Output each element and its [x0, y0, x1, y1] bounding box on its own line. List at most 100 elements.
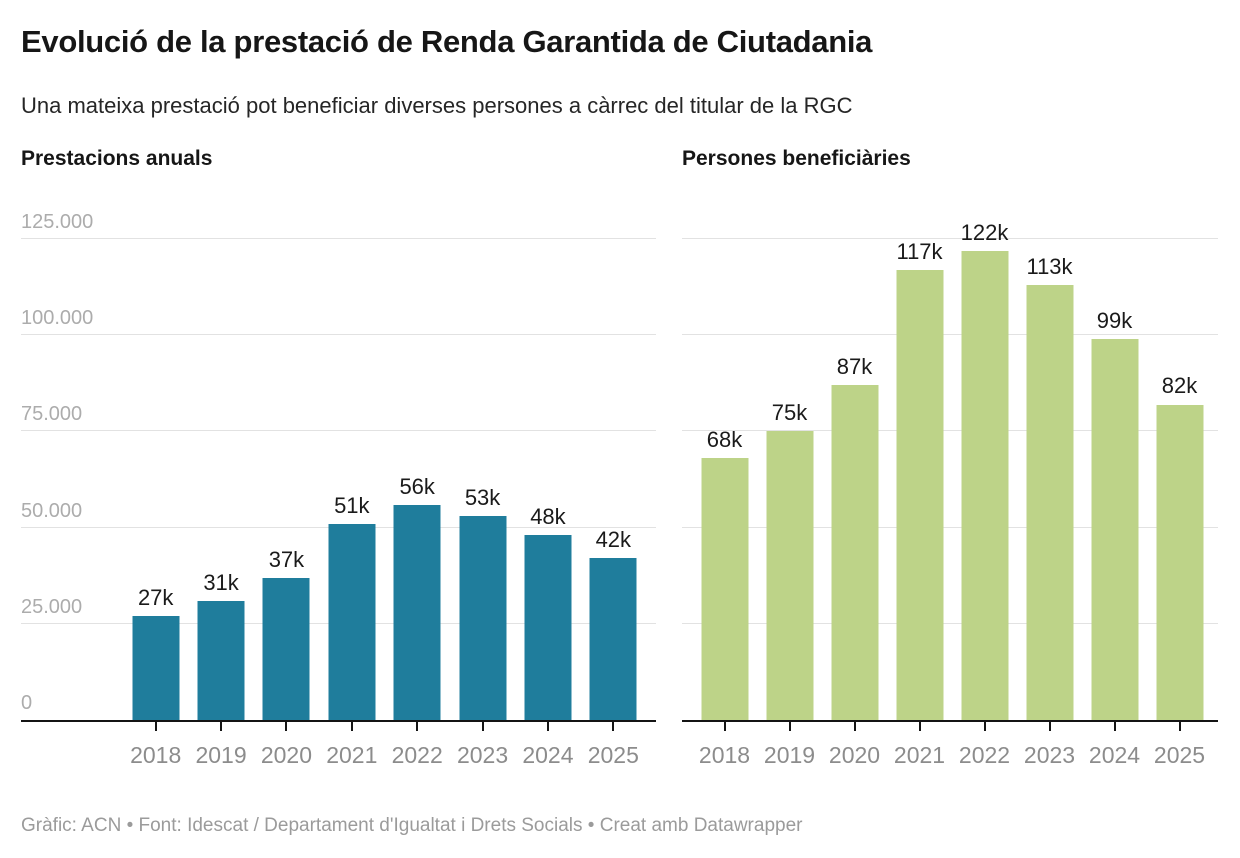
plot-area-right: 68k 75k 87k 117k 122k 113k 99k 82k — [682, 189, 1218, 722]
x-tick — [220, 722, 223, 731]
bar-value-label: 87k — [836, 354, 873, 380]
bar-value-label: 82k — [1161, 373, 1198, 399]
bar-slot: 53k — [450, 189, 515, 720]
x-tick — [416, 722, 419, 731]
bar — [766, 431, 813, 720]
bar — [262, 577, 310, 720]
x-tick — [1113, 722, 1116, 731]
bar-slot: 87k — [822, 189, 887, 720]
bar-value-label: 27k — [137, 585, 174, 611]
bar-slot: 37k — [254, 189, 319, 720]
bars-group: 27k 31k 37k 51k 56k 53k 48k 42k — [123, 189, 646, 720]
x-tick — [285, 722, 288, 731]
bar — [393, 504, 441, 720]
gridline — [682, 238, 1218, 239]
bar — [197, 600, 245, 720]
chart-heading-left: Prestacions anuals — [21, 147, 213, 170]
x-tick-label: 2024 — [515, 722, 580, 768]
bar — [524, 535, 572, 720]
bar-slot: 75k — [757, 189, 822, 720]
chart-persones-beneficiaries: Persones beneficiàries 68k 75k 87k 117k 122k… — [682, 146, 1218, 768]
chart-prestacions-anuals: Prestacions anuals 125.000 100.000 75.000 5… — [21, 146, 656, 768]
x-tick-label: 2025 — [1147, 722, 1212, 768]
x-tick — [983, 722, 986, 731]
bar-value-label: 31k — [203, 569, 239, 595]
bar — [328, 523, 376, 720]
bar — [132, 616, 180, 720]
bar — [1091, 339, 1138, 720]
bar-slot: 51k — [319, 189, 384, 720]
x-tick — [853, 722, 856, 731]
x-tick-label: 2019 — [757, 722, 822, 768]
bar — [831, 385, 878, 720]
x-tick-label: 2021 — [887, 722, 952, 768]
bar-value-label: 51k — [334, 492, 370, 518]
chart-heading-right: Persones beneficiàries — [682, 147, 911, 170]
x-tick-label: 2018 — [123, 722, 188, 768]
gridline — [21, 430, 656, 432]
ytick-label: 50.000 — [21, 499, 83, 522]
x-tick-label: 2022 — [952, 722, 1017, 768]
x-tick-label: 2024 — [1082, 722, 1147, 768]
bar-value-label: 113k — [1026, 254, 1073, 280]
bar-slot: 56k — [385, 189, 450, 720]
x-tick — [350, 722, 353, 731]
x-tick-label: 2018 — [692, 722, 757, 768]
x-tick-label: 2021 — [319, 722, 384, 768]
bar-slot: 48k — [515, 189, 580, 720]
bar-slot: 122k — [952, 189, 1017, 720]
ytick-label: 0 — [21, 692, 33, 714]
bar-value-label: 56k — [399, 473, 435, 499]
x-axis-left: 2018 2019 2020 2021 2022 2023 2024 2025 — [123, 722, 646, 768]
x-tick-label: 2020 — [822, 722, 887, 768]
bar — [459, 516, 507, 720]
bar-value-label: 99k — [1096, 308, 1133, 334]
bar-slot: 68k — [692, 189, 757, 720]
bar-value-label: 48k — [530, 504, 566, 530]
charts-row: Prestacions anuals 125.000 100.000 75.000 5… — [21, 146, 1218, 768]
x-tick-label: 2025 — [581, 722, 646, 768]
bar — [701, 458, 748, 720]
bar-value-label: 42k — [595, 527, 632, 553]
bar-slot: 117k — [887, 189, 952, 720]
attribution-text: Gràfic: ACN • Font: Idescat / Departamen… — [21, 815, 803, 836]
ytick-label: 75.000 — [21, 403, 83, 426]
gridline — [682, 622, 1218, 624]
bar-slot: 113k — [1017, 189, 1082, 720]
x-axis-right: 2018 2019 2020 2021 2022 2023 2024 2025 — [692, 722, 1212, 768]
x-tick-label: 2019 — [188, 722, 253, 768]
gridline — [682, 526, 1218, 528]
bar-value-label: 75k — [771, 400, 808, 426]
x-tick — [154, 722, 157, 731]
x-tick — [918, 722, 921, 731]
x-tick-label: 2022 — [385, 722, 450, 768]
bar — [1156, 404, 1203, 720]
bar-value-label: 37k — [268, 546, 305, 572]
page-title: Evolució de la prestació de Renda Garant… — [21, 24, 873, 59]
bar-value-label: 68k — [706, 427, 743, 453]
page-subtitle: Una mateixa prestació pot beneficiar div… — [21, 93, 853, 118]
bar-slot: 31k — [188, 189, 253, 720]
x-tick — [1178, 722, 1181, 731]
bar-slot: 42k — [581, 189, 646, 720]
bar-slot: 82k — [1147, 189, 1212, 720]
bar-slot: 27k — [123, 189, 188, 720]
gridline — [682, 334, 1218, 336]
gridline — [682, 430, 1218, 432]
gridline — [21, 238, 656, 239]
bar-value-label: 122k — [960, 219, 1009, 245]
bar-value-label: 117k — [896, 238, 943, 264]
bar — [961, 250, 1008, 720]
bar — [589, 558, 637, 720]
ytick-label: 125.000 — [21, 211, 94, 233]
x-tick — [788, 722, 791, 731]
x-tick-label: 2023 — [450, 722, 515, 768]
x-tick — [546, 722, 549, 731]
bars-group: 68k 75k 87k 117k 122k 113k 99k 82k — [692, 189, 1212, 720]
gridline — [21, 334, 656, 336]
ytick-label: 100.000 — [21, 307, 94, 330]
bar — [1026, 285, 1073, 720]
x-tick — [1048, 722, 1051, 731]
x-tick — [723, 722, 726, 731]
